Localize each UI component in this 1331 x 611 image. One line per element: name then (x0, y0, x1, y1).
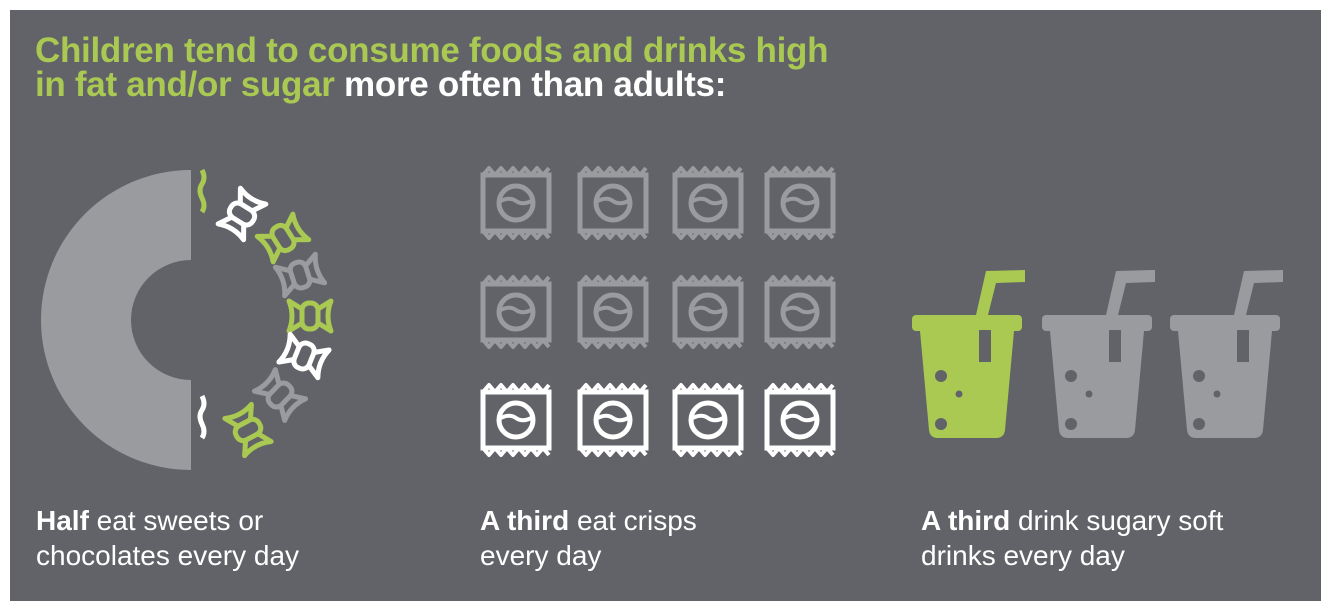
crisps-caption-bold: A third (480, 505, 570, 536)
sweets-caption: Half eat sweets or chocolates every day (36, 503, 299, 573)
sweets-caption-text: eat sweets or chocolates every day (36, 505, 300, 571)
sweets-caption-bold: Half (36, 505, 89, 536)
crisp-packet-icon (580, 385, 646, 455)
drinks-caption-bold: A third (921, 505, 1011, 536)
title-rest: more often than adults: (334, 65, 727, 104)
crisp-packet-icon (580, 277, 646, 347)
crisp-packet-icon (580, 168, 646, 238)
crisp-packet-grid (483, 168, 833, 455)
crisp-packet-icon (675, 385, 741, 455)
sweet-icon-9 (225, 404, 271, 455)
sweet-icons (197, 168, 331, 456)
sweet-icon-6 (289, 301, 331, 331)
drinks-caption: A third drink sugary soft drinks every da… (921, 503, 1223, 573)
sweet-icon-4 (257, 214, 309, 262)
sweet-icon-2 (197, 394, 207, 440)
crisp-packet-icon (483, 168, 549, 238)
page-title: Children tend to consume foods and drink… (35, 31, 829, 104)
crisps-caption-text: eat crisps every day (480, 505, 697, 571)
sweet-icon-7 (279, 334, 329, 378)
crisp-packet-icon (483, 385, 549, 455)
glass-row (912, 270, 1283, 438)
glass-with-straw-icon (912, 270, 1025, 438)
infographic-panel: Children tend to consume foods and drink… (10, 10, 1321, 601)
crisp-packet-icon (767, 168, 833, 238)
title-highlight: Children tend to consume foods and drink… (35, 31, 829, 104)
crisp-packet-icon (767, 277, 833, 347)
drinks-caption-text: drink sugary soft drinks every day (921, 505, 1224, 571)
sweet-icon-3 (218, 188, 266, 240)
sweet-icon-1 (197, 168, 207, 214)
sweet-icon-5 (275, 254, 324, 296)
crisp-packet-icon (767, 385, 833, 455)
crisp-packet-icon (675, 277, 741, 347)
crisps-caption: A third eat crisps every day (480, 503, 697, 573)
glass-with-straw-icon (1170, 270, 1283, 438)
illustrations (41, 10, 1283, 470)
crisp-packet-icon (675, 168, 741, 238)
crisp-packet-icon (483, 277, 549, 347)
sweets-half-ring (41, 170, 191, 470)
sweet-icon-8 (254, 370, 305, 421)
glass-with-straw-icon (1042, 270, 1155, 438)
